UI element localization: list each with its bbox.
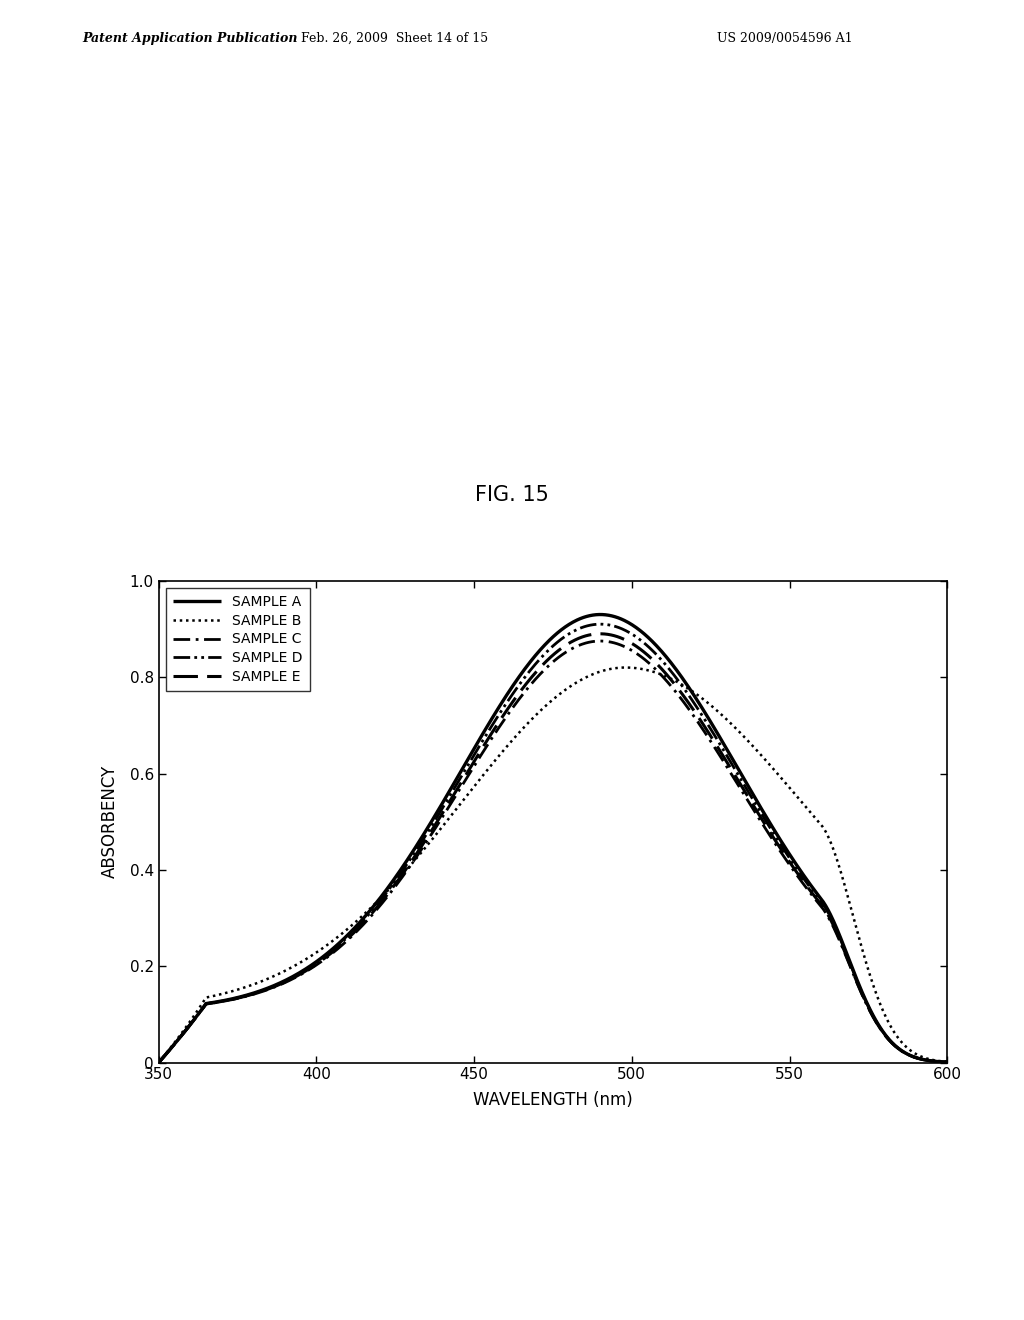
SAMPLE C [782,855,795,871]
SAMPLE C [594,634,606,649]
SAMPLE A [471,735,483,751]
Line: SAMPLE C: SAMPLE C [159,642,947,1063]
SAMPLE C [695,718,708,734]
SAMPLE E [233,990,246,1006]
SAMPLE B [941,1053,953,1069]
SAMPLE B [233,981,246,997]
SAMPLE D [233,990,246,1006]
SAMPLE B [153,1055,165,1071]
SAMPLE B [768,762,780,777]
SAMPLE B [620,660,632,676]
Text: US 2009/0054596 A1: US 2009/0054596 A1 [717,32,852,45]
SAMPLE D [153,1055,165,1071]
Legend: SAMPLE A, SAMPLE B, SAMPLE C, SAMPLE D, SAMPLE E: SAMPLE A, SAMPLE B, SAMPLE C, SAMPLE D, … [166,587,310,692]
SAMPLE E [941,1055,953,1071]
SAMPLE C [153,1055,165,1071]
Line: SAMPLE D: SAMPLE D [159,624,947,1063]
Line: SAMPLE B: SAMPLE B [159,668,947,1063]
SAMPLE D [695,706,708,722]
SAMPLE B [500,739,512,755]
SAMPLE A [500,688,512,704]
SAMPLE D [768,826,780,842]
SAMPLE B [695,689,708,705]
SAMPLE D [941,1055,953,1071]
SAMPLE A [695,698,708,714]
SAMPLE A [768,822,780,838]
Y-axis label: ABSORBENCY: ABSORBENCY [100,766,119,878]
SAMPLE A [153,1055,165,1071]
SAMPLE C [768,834,780,850]
X-axis label: WAVELENGTH (nm): WAVELENGTH (nm) [473,1090,633,1109]
SAMPLE C [500,709,512,725]
Text: Feb. 26, 2009  Sheet 14 of 15: Feb. 26, 2009 Sheet 14 of 15 [301,32,487,45]
SAMPLE D [471,742,483,758]
SAMPLE C [941,1055,953,1071]
SAMPLE D [594,616,606,632]
SAMPLE E [594,626,606,642]
Line: SAMPLE A: SAMPLE A [159,615,947,1063]
SAMPLE A [941,1055,953,1071]
SAMPLE D [782,849,795,865]
SAMPLE D [500,696,512,711]
SAMPLE E [471,747,483,763]
SAMPLE B [782,779,795,795]
SAMPLE E [782,853,795,869]
SAMPLE E [500,704,512,719]
Text: Patent Application Publication: Patent Application Publication [82,32,297,45]
SAMPLE C [471,752,483,768]
SAMPLE B [471,775,483,791]
SAMPLE A [782,845,795,861]
SAMPLE E [695,713,708,729]
SAMPLE A [233,989,246,1005]
SAMPLE C [233,990,246,1006]
SAMPLE E [768,832,780,847]
Line: SAMPLE E: SAMPLE E [159,634,947,1063]
Text: FIG. 15: FIG. 15 [475,484,549,506]
SAMPLE A [594,607,606,623]
SAMPLE E [153,1055,165,1071]
